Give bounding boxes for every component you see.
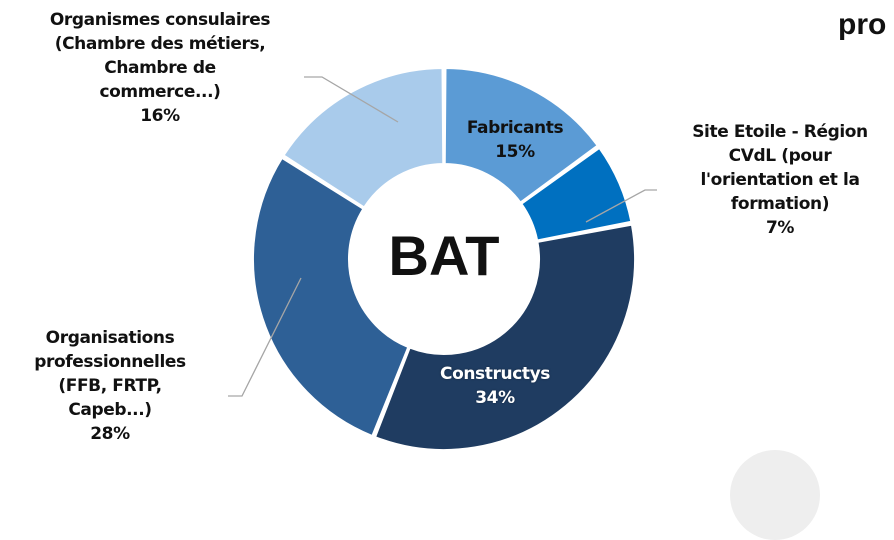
slice-label-line: commerce...) (99, 82, 221, 102)
slice-label: Organisations professionnelles (FFB, FRTP,… (10, 326, 210, 446)
slice-percent: 16% (140, 106, 180, 126)
leader-line (585, 189, 657, 223)
slice-label-line: Constructys (440, 364, 550, 384)
slice-percent: 28% (90, 424, 130, 444)
slice-percent: 34% (475, 388, 515, 408)
donut-slice (519, 146, 633, 242)
donut-slice (373, 223, 636, 451)
slice-label-line: (Chambre des métiers, (54, 34, 266, 54)
donut-slice (252, 156, 410, 438)
slice-label-line: Chambre de (104, 58, 216, 78)
center-label: BAT (388, 224, 500, 287)
slice-label-line: l'orientation et la (700, 170, 860, 190)
slice-label-line: formation) (730, 194, 830, 214)
slice-label: Constructys 34% (410, 362, 580, 410)
slice-label-line: Organisations (45, 328, 175, 348)
slice-label-line: Organismes consulaires (49, 10, 271, 30)
slice-label-line: Site Etoile - Région (692, 122, 868, 142)
slice-label-line: professionnelles (34, 352, 186, 372)
slice-label: Fabricants 15% (440, 116, 590, 164)
donut-slice (282, 66, 445, 209)
slice-label-line: Capeb...) (68, 400, 152, 420)
slice-label-line: CVdL (pour (728, 146, 832, 166)
slice-percent: 15% (495, 142, 535, 162)
slice-label: Site Etoile - Région CVdL (pour l'orientat… (660, 120, 894, 240)
donut-slice (443, 66, 600, 204)
slice-percent: 7% (765, 218, 795, 238)
leader-line (228, 277, 302, 397)
donut-chart (228, 66, 657, 451)
slice-label: Organismes consulaires (Chambre des métie… (10, 8, 310, 128)
title-fragment: pro (838, 8, 887, 41)
slice-label-line: (FFB, FRTP, (58, 376, 162, 396)
leader-line (304, 76, 399, 123)
slice-label-line: Fabricants (466, 118, 564, 138)
